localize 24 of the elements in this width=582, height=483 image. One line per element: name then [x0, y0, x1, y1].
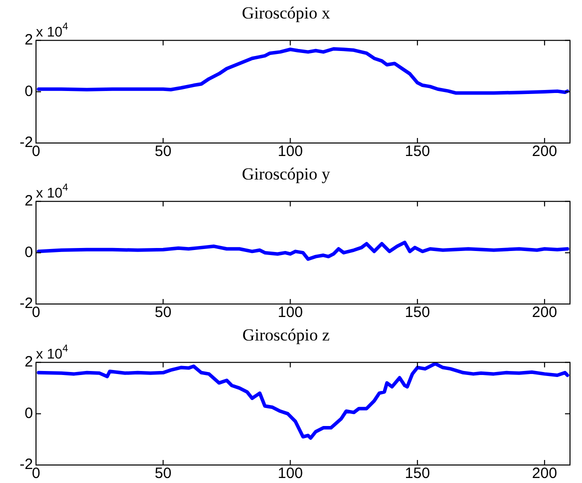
x-tick-label: 50 — [154, 143, 172, 160]
x-tick-label: 100 — [278, 143, 303, 160]
x-tick-label: 150 — [404, 304, 430, 322]
x-tick-label: 100 — [278, 304, 303, 322]
x-tick-label: 200 — [532, 143, 558, 160]
y-tick-label: -2 — [20, 456, 33, 474]
y-tick-label: 2 — [24, 354, 33, 371]
x-tick-label: 150 — [404, 465, 430, 482]
y-tick-label: -2 — [20, 295, 33, 312]
y-tick-label: 0 — [24, 404, 33, 422]
y-tick-label: 0 — [24, 82, 33, 100]
y-tick-label: 2 — [24, 192, 33, 210]
y-tick-label: -2 — [20, 134, 33, 152]
y-tick-label: 0 — [24, 244, 33, 261]
x-tick-label: 200 — [532, 304, 558, 322]
chart-title: Giroscópio z — [242, 326, 330, 345]
x-tick-label: 50 — [154, 304, 172, 322]
x-tick-label: 150 — [404, 143, 430, 160]
chart-title: Giroscópio y — [242, 164, 331, 184]
x-tick-label: 200 — [532, 465, 558, 482]
x-tick-label: 100 — [278, 465, 303, 482]
chart-title: Giroscópio x — [242, 4, 331, 23]
x-tick-label: 50 — [154, 465, 172, 482]
y-tick-label: 2 — [24, 32, 33, 49]
